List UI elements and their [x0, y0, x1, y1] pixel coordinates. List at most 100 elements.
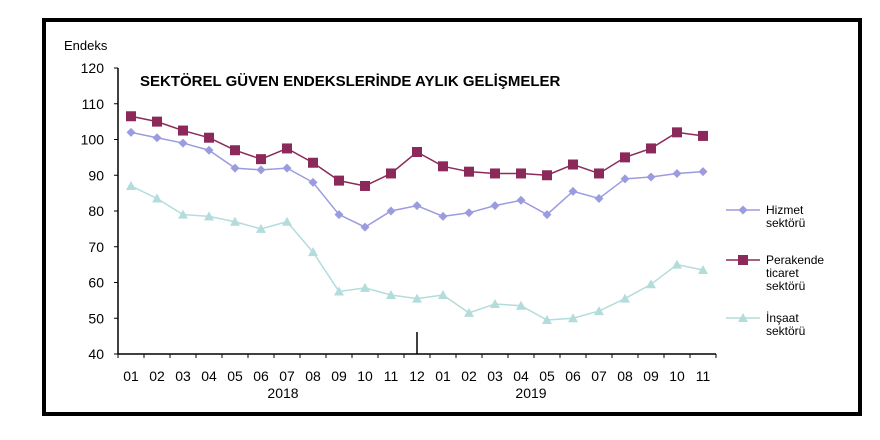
legend-marker: [738, 313, 748, 322]
data-point: [542, 315, 552, 325]
data-point: [620, 293, 630, 303]
x-tick-label: 06: [565, 368, 581, 384]
data-point: [230, 145, 240, 156]
y-tick-label: 90: [88, 167, 104, 183]
y-tick-label: 60: [88, 275, 104, 291]
data-point: [334, 175, 344, 186]
data-point: [594, 193, 604, 203]
data-point: [568, 186, 578, 196]
data-point: [646, 143, 656, 154]
data-point: [126, 111, 136, 122]
x-tick-label: 12: [409, 368, 425, 384]
legend-label: Perakende: [766, 253, 824, 267]
year-label: 2019: [515, 385, 546, 401]
series-square: [126, 111, 708, 191]
data-point: [308, 247, 318, 257]
data-point: [568, 159, 578, 170]
x-tick-label: 09: [643, 368, 659, 384]
x-tick-label: 04: [201, 368, 217, 384]
data-point: [594, 306, 604, 316]
legend-marker: [738, 205, 748, 215]
x-tick-label: 11: [384, 368, 399, 384]
legend-marker: [738, 255, 748, 265]
data-point: [542, 170, 552, 181]
data-point: [308, 157, 318, 168]
data-point: [490, 168, 500, 179]
x-tick-label: 06: [253, 368, 269, 384]
data-point: [152, 193, 162, 203]
data-point: [386, 290, 396, 300]
data-point: [516, 195, 526, 205]
data-point: [542, 210, 552, 220]
year-label: 2018: [267, 385, 298, 401]
data-point: [464, 307, 474, 317]
data-point: [386, 168, 396, 179]
x-tick-label: 05: [539, 368, 555, 384]
x-tick-label: 09: [331, 368, 347, 384]
y-tick-label: 80: [88, 203, 104, 219]
data-point: [672, 259, 682, 269]
series-diamond: [126, 127, 708, 232]
data-point: [230, 216, 240, 226]
x-tick-label: 10: [357, 368, 373, 384]
x-tick-label: 02: [461, 368, 477, 384]
data-point: [646, 172, 656, 182]
data-point: [438, 211, 448, 221]
data-point: [646, 279, 656, 289]
x-tick-label: 08: [305, 368, 321, 384]
x-tick-label: 01: [123, 368, 139, 384]
data-point: [464, 166, 474, 177]
x-tick-label: 08: [617, 368, 633, 384]
data-point: [256, 154, 266, 165]
data-point: [256, 165, 266, 175]
x-tick-label: 01: [435, 368, 451, 384]
data-point: [490, 201, 500, 211]
data-point: [126, 180, 136, 190]
y-tick-label: 110: [82, 96, 105, 112]
y-tick-label: 70: [88, 239, 104, 255]
chart-frame: [42, 18, 862, 416]
x-tick-label: 07: [279, 368, 295, 384]
data-point: [282, 163, 292, 173]
data-point: [620, 174, 630, 184]
data-point: [516, 300, 526, 310]
data-point: [698, 264, 708, 274]
y-tick-label: 50: [88, 310, 104, 326]
data-point: [620, 152, 630, 163]
data-point: [698, 167, 708, 177]
data-point: [152, 133, 162, 143]
data-point: [178, 138, 188, 148]
legend-label: sektörü: [766, 324, 805, 338]
data-point: [516, 168, 526, 179]
x-tick-label: 07: [591, 368, 607, 384]
x-tick-label: 10: [669, 368, 685, 384]
series-triangle: [126, 180, 708, 325]
data-point: [282, 216, 292, 226]
data-point: [308, 177, 318, 187]
x-tick-label: 03: [487, 368, 503, 384]
legend-label: Hizmet: [766, 203, 804, 217]
data-point: [464, 208, 474, 218]
y-tick-label: 40: [88, 346, 104, 362]
data-point: [204, 132, 214, 143]
data-point: [412, 293, 422, 303]
y-tick-label: 120: [81, 60, 105, 76]
data-point: [126, 127, 136, 137]
legend-label: İnşaat: [766, 311, 799, 325]
data-point: [152, 116, 162, 127]
x-tick-label: 03: [175, 368, 191, 384]
data-point: [438, 290, 448, 300]
data-point: [204, 145, 214, 155]
data-point: [204, 211, 214, 221]
data-point: [256, 223, 266, 233]
data-point: [178, 209, 188, 219]
data-point: [230, 163, 240, 173]
data-point: [438, 161, 448, 172]
data-point: [334, 286, 344, 296]
chart-title: SEKTÖREL GÜVEN ENDEKSLERİNDE AYLIK GELİŞ…: [140, 73, 561, 90]
legend-label: sektörü: [766, 279, 805, 293]
data-point: [360, 282, 370, 292]
